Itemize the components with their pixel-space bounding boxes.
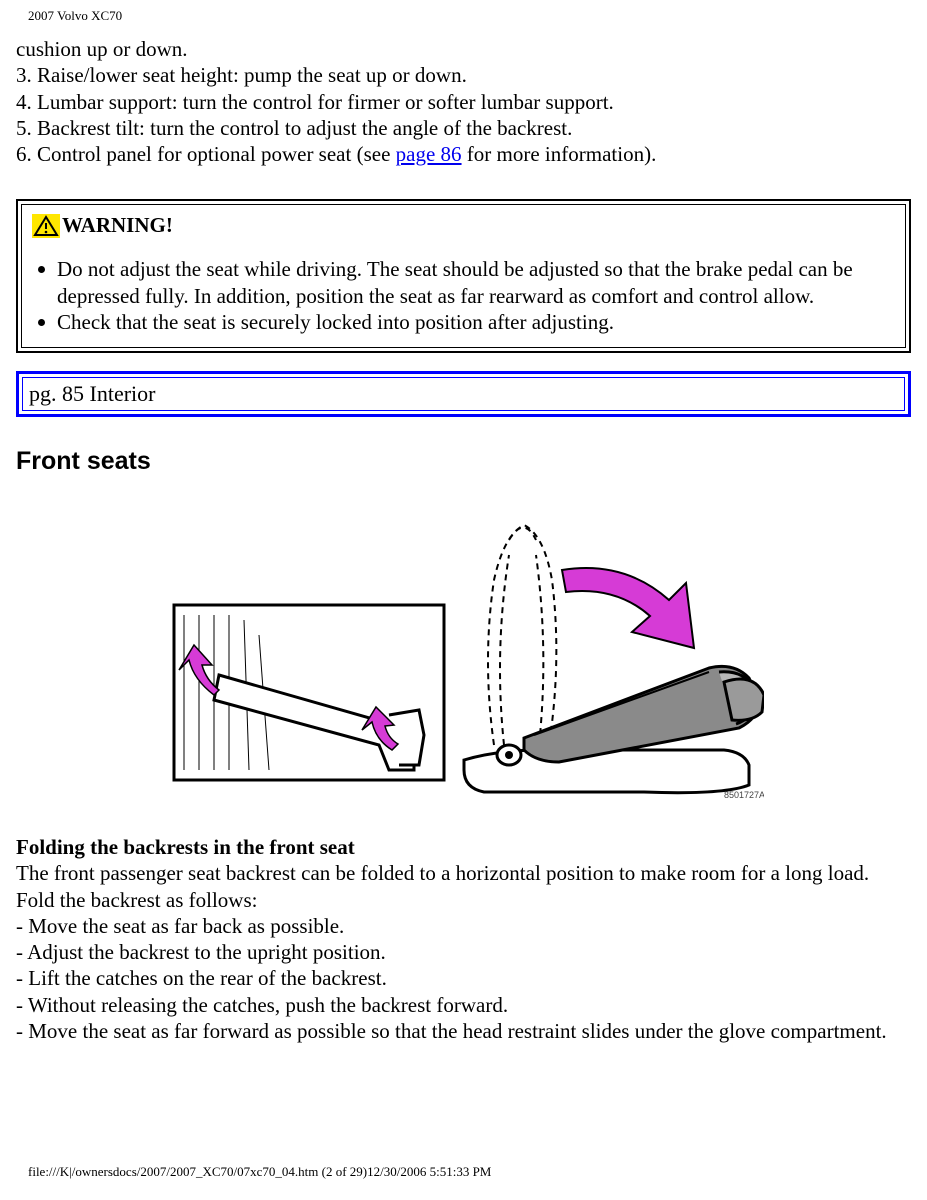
warning-bullets: Do not adjust the seat while driving. Th… (32, 256, 895, 335)
intro-block: cushion up or down. 3. Raise/lower seat … (16, 36, 911, 167)
section-heading-front-seats: Front seats (16, 447, 911, 476)
fold-heading: Folding the backrests in the front seat (16, 835, 355, 859)
warning-triangle-icon (32, 214, 60, 238)
warning-box: WARNING! Do not adjust the seat while dr… (16, 199, 911, 353)
intro-item-6: 6. Control panel for optional power seat… (16, 141, 911, 167)
bullet-icon (38, 319, 45, 326)
intro-item-4: 4. Lumbar support: turn the control for … (16, 89, 911, 115)
warning-title: WARNING! (62, 213, 173, 238)
doc-header: 2007 Volvo XC70 (28, 8, 911, 24)
fold-section: Folding the backrests in the front seat … (16, 834, 911, 1044)
warning-bullet-1: Do not adjust the seat while driving. Th… (57, 256, 895, 309)
page-number-text: pg. 85 Interior (22, 377, 905, 411)
page-number-box: pg. 85 Interior (16, 371, 911, 417)
fold-step-1: - Move the seat as far back as possible. (16, 913, 911, 939)
fold-step-4: - Without releasing the catches, push th… (16, 992, 911, 1018)
fold-step-2: - Adjust the backrest to the upright pos… (16, 939, 911, 965)
warning-bullet-2: Check that the seat is securely locked i… (57, 309, 895, 335)
fold-lead: The front passenger seat backrest can be… (16, 860, 911, 913)
intro-item-6-post: for more information). (462, 142, 657, 166)
intro-item-5: 5. Backrest tilt: turn the control to ad… (16, 115, 911, 141)
fold-step-5: - Move the seat as far forward as possib… (16, 1018, 911, 1044)
intro-continuation: cushion up or down. (16, 36, 911, 62)
fold-step-3: - Lift the catches on the rear of the ba… (16, 965, 911, 991)
bullet-icon (38, 266, 45, 273)
warning-inner: WARNING! Do not adjust the seat while dr… (21, 204, 906, 348)
intro-item-6-pre: 6. Control panel for optional power seat… (16, 142, 396, 166)
footer-path: file:///K|/ownersdocs/2007/2007_XC70/07x… (28, 1164, 911, 1180)
seat-fold-figure: 8501727A (16, 500, 911, 806)
page-86-link[interactable]: page 86 (396, 142, 462, 166)
intro-item-3: 3. Raise/lower seat height: pump the sea… (16, 62, 911, 88)
figure-label: 8501727A (724, 790, 764, 800)
